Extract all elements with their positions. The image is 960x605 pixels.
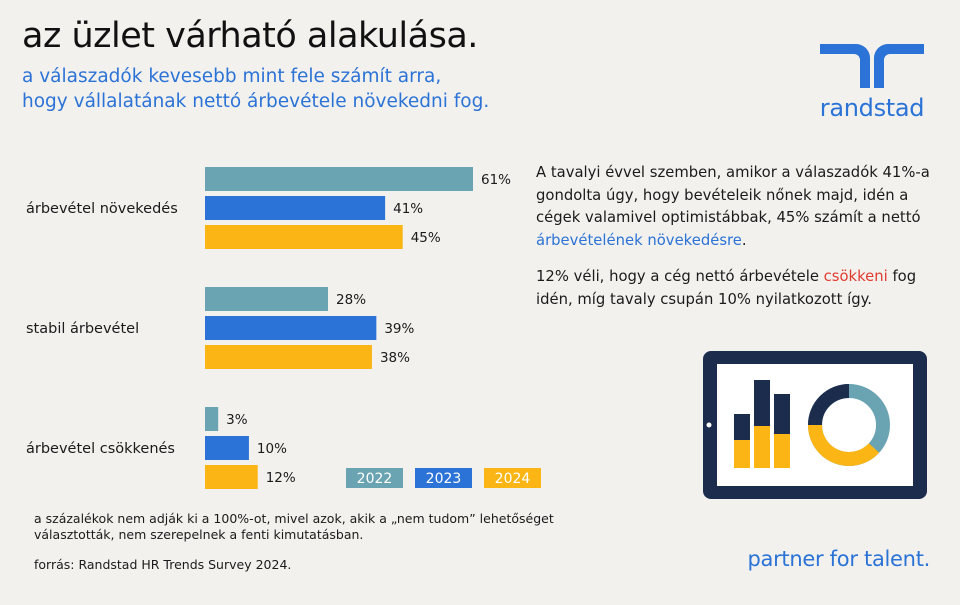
- bar-2024: [205, 465, 258, 489]
- bar-2023: [205, 196, 386, 220]
- bar-value-label: 45%: [411, 230, 441, 246]
- category-label: stabil árbevétel: [26, 321, 139, 337]
- p2-highlight: csökkeni: [823, 268, 888, 285]
- p1-end: .: [741, 231, 747, 249]
- bar-2023: [205, 316, 377, 340]
- bar-value-label: 10%: [257, 441, 287, 457]
- mini-bar-3-top: [774, 394, 790, 434]
- bar-chart: árbevétel növekedés 61% 41% 45% stabil árbev…: [26, 167, 541, 489]
- bar-value-label: 38%: [380, 350, 410, 366]
- legend-swatch-2023: [415, 468, 472, 488]
- footnote: a százalékok nem adják ki a 100%-ot, miv…: [34, 511, 554, 542]
- p1-highlight: árbevételének növekedésre: [536, 231, 742, 249]
- p1-text: A tavalyi évvel szemben, amikor a válasz…: [536, 164, 930, 226]
- page-subtitle: a válaszadók kevesebb mint fele számít a…: [22, 64, 489, 114]
- commentary: A tavalyi évvel szemben, amikor a válasz…: [536, 162, 936, 325]
- category-label: árbevétel növekedés: [26, 201, 178, 217]
- legend-label: 2022: [357, 471, 393, 487]
- subtitle-line-2: hogy vállalatának nettó árbevétele növek…: [22, 91, 490, 112]
- donut-yellow-segment: [808, 424, 880, 466]
- legend-swatch-2024: [484, 468, 541, 488]
- legend-label: 2023: [426, 471, 462, 487]
- bar-value-label: 39%: [384, 321, 414, 337]
- donut-navy-segment: [808, 384, 850, 426]
- bar-value-label: 12%: [266, 470, 296, 486]
- mini-bar-2-top: [754, 380, 770, 426]
- source-note: forrás: Randstad HR Trends Survey 2024.: [34, 557, 292, 572]
- subtitle-line-1: a válaszadók kevesebb mint fele számít a…: [22, 66, 442, 87]
- bar-2022: [205, 167, 473, 191]
- tablet-button-icon: [706, 422, 712, 428]
- randstad-logo-icon: [820, 44, 924, 88]
- bar-2022: [205, 287, 329, 311]
- commentary-paragraph-1: A tavalyi évvel szemben, amikor a válasz…: [536, 162, 936, 252]
- bar-2024: [205, 345, 372, 369]
- bar-value-label: 28%: [336, 292, 366, 308]
- bar-value-label: 41%: [393, 201, 423, 217]
- category-label: árbevétel csökkenés: [26, 441, 175, 457]
- commentary-paragraph-2: 12% véli, hogy a cég nettó árbevétele cs…: [536, 266, 936, 311]
- p2-end: fog idén, míg tavaly csupán 10% nyilatko…: [536, 268, 917, 308]
- randstad-logo: randstad: [816, 40, 928, 122]
- page-title: az üzlet várható alakulása.: [22, 16, 478, 56]
- bar-2023: [205, 436, 249, 460]
- legend-swatch-2022: [346, 468, 403, 488]
- bar-value-label: 61%: [481, 172, 511, 188]
- mini-donut-chart: [808, 384, 890, 466]
- bar-value-label: 3%: [226, 412, 248, 428]
- tagline: partner for talent.: [747, 547, 930, 571]
- logo-wordmark: randstad: [819, 94, 925, 122]
- mini-bar-1-top: [734, 414, 750, 440]
- tablet-chart-illustration: [703, 351, 927, 499]
- bar-2022: [205, 407, 219, 431]
- bar-2024: [205, 225, 403, 249]
- p2-text: 12% véli, hogy a cég nettó árbevétele: [536, 268, 824, 285]
- legend-label: 2024: [495, 471, 531, 487]
